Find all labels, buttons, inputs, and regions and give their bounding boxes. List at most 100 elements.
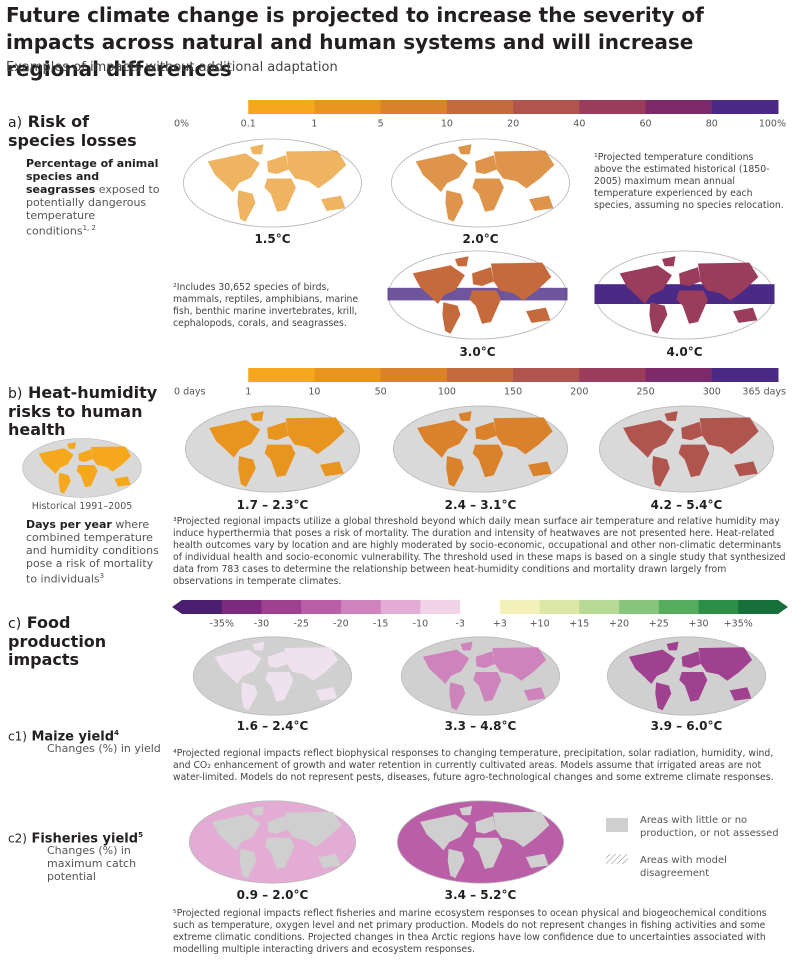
- scale-segment: [182, 100, 249, 114]
- scale-segment: [513, 100, 580, 114]
- scale-segment: [420, 600, 461, 614]
- scale-label: 200: [570, 387, 588, 398]
- scale-label: -3: [455, 619, 464, 630]
- scale-segment: [579, 368, 647, 382]
- description-bold: Percentage of animal species and seagras…: [26, 157, 159, 196]
- description: Changes (%) in yield: [47, 742, 161, 755]
- scale-segment: [698, 600, 739, 614]
- scale-label: 250: [636, 387, 654, 398]
- scale-segment: [446, 368, 514, 382]
- footnote: ⁴Projected regional impacts reflect biop…: [173, 748, 774, 783]
- description: Percentage of animal species and seagras…: [26, 157, 161, 238]
- map-label: 1.6 – 2.4°C: [236, 719, 309, 733]
- footnote: ³Projected regional impacts utilize a gl…: [173, 516, 786, 587]
- letter: c2): [8, 831, 27, 846]
- letter: a): [8, 115, 23, 131]
- footnote: ²Includes 30,652 species of birds, mamma…: [173, 282, 359, 329]
- description-text: where combined temperature and humidity …: [26, 518, 159, 586]
- map: [392, 405, 569, 493]
- scale-segment: [460, 600, 501, 614]
- scale-segment: [182, 600, 223, 614]
- subsection-title: Maize yield: [31, 729, 115, 745]
- refs: 3: [99, 572, 105, 580]
- scale-label: 10: [441, 119, 453, 130]
- scale-segment: [619, 600, 660, 614]
- refs: 1, 2: [82, 224, 96, 232]
- map: [400, 636, 561, 716]
- scale-segment: [645, 100, 713, 114]
- map: [22, 438, 142, 498]
- scale-segment: [248, 100, 315, 114]
- map-label: 1.7 – 2.3°C: [236, 498, 309, 512]
- map-label: 2.0°C: [462, 232, 499, 246]
- map: [594, 250, 775, 340]
- refs: 5: [138, 831, 143, 839]
- map: [390, 138, 571, 228]
- color-scale: -35% -30 -25 -20 -15 -10 -3 +3 +10 +15 +20 +25 +30 +3…: [172, 600, 788, 630]
- scale-segment: [645, 368, 713, 382]
- letter: c1): [8, 729, 27, 744]
- scale-segment: [380, 100, 448, 114]
- scale-label: 20: [507, 119, 519, 130]
- scale-arrow: [778, 600, 788, 614]
- footnote: ¹Projected temperature conditions above …: [594, 152, 784, 211]
- section-a: a) Risk of species losses: [8, 113, 158, 150]
- scale-label: 10: [308, 387, 320, 398]
- map: [192, 636, 353, 716]
- swatch: [606, 854, 628, 864]
- legend-swatches: [606, 818, 628, 864]
- map: [606, 636, 767, 716]
- scale-segment: [446, 100, 514, 114]
- subsection: c1) Maize yield4: [8, 724, 119, 746]
- scale-arrow: [172, 600, 182, 614]
- scale-segment: [301, 600, 342, 614]
- section-c: c) Food production impacts: [8, 614, 168, 669]
- map-label: 0.9 – 2.0°C: [236, 888, 309, 902]
- map-label: 3.4 – 5.2°C: [444, 888, 517, 902]
- scale-segment: [340, 600, 382, 614]
- scale-segment: [499, 600, 541, 614]
- map-label: 3.0°C: [459, 345, 496, 359]
- scale-segment: [711, 368, 779, 382]
- scale-label: 0%: [174, 119, 189, 130]
- map-label: 4.0°C: [666, 345, 703, 359]
- map: [396, 800, 565, 884]
- scale-segment: [513, 368, 580, 382]
- map: [598, 405, 775, 493]
- color-scale: 0% 0.1 1 5 10 20 40 60 80 100%: [174, 100, 786, 130]
- refs: 4: [114, 729, 119, 737]
- subsection-title: Fisheries yield: [31, 831, 139, 847]
- scale-segment: [658, 600, 700, 614]
- scale-label: +25: [649, 619, 669, 630]
- scale-label: -35%: [209, 619, 234, 630]
- scale-label: -15: [373, 619, 389, 630]
- scale-segment: [738, 600, 779, 614]
- scale-label: 1: [311, 119, 317, 130]
- scale-label: -20: [333, 619, 349, 630]
- scale-label: 60: [640, 119, 652, 130]
- section-title: Heat-humidity risks to human health: [8, 383, 158, 439]
- scale-label: 100: [438, 387, 456, 398]
- map-label: 3.9 – 6.0°C: [650, 719, 723, 733]
- scale-label: -30: [254, 619, 270, 630]
- scale-segment: [182, 368, 249, 382]
- subtitle: Examples of impacts without additional a…: [6, 60, 338, 75]
- scale-segment: [314, 368, 382, 382]
- scale-label: 150: [504, 387, 522, 398]
- footnote: ⁵Projected regional impacts reflect fish…: [173, 908, 767, 955]
- letter: c): [8, 616, 22, 632]
- scale-segment: [221, 600, 262, 614]
- scale-label: 365 days: [742, 387, 786, 398]
- scale-segment: [261, 600, 302, 614]
- scale-label: -25: [293, 619, 309, 630]
- scale-segment: [314, 100, 382, 114]
- historical-label: Historical 1991–2005: [31, 501, 133, 512]
- color-scale: 0 days 1 10 50 100 150 200 250 300 365 days: [174, 368, 786, 398]
- scale-label: 0.1: [241, 119, 256, 130]
- scale-label: +20: [609, 619, 629, 630]
- scale-label: 80: [706, 119, 718, 130]
- map: [387, 250, 568, 340]
- scale-label: 5: [378, 119, 384, 130]
- map-label: 4.2 – 5.4°C: [650, 498, 723, 512]
